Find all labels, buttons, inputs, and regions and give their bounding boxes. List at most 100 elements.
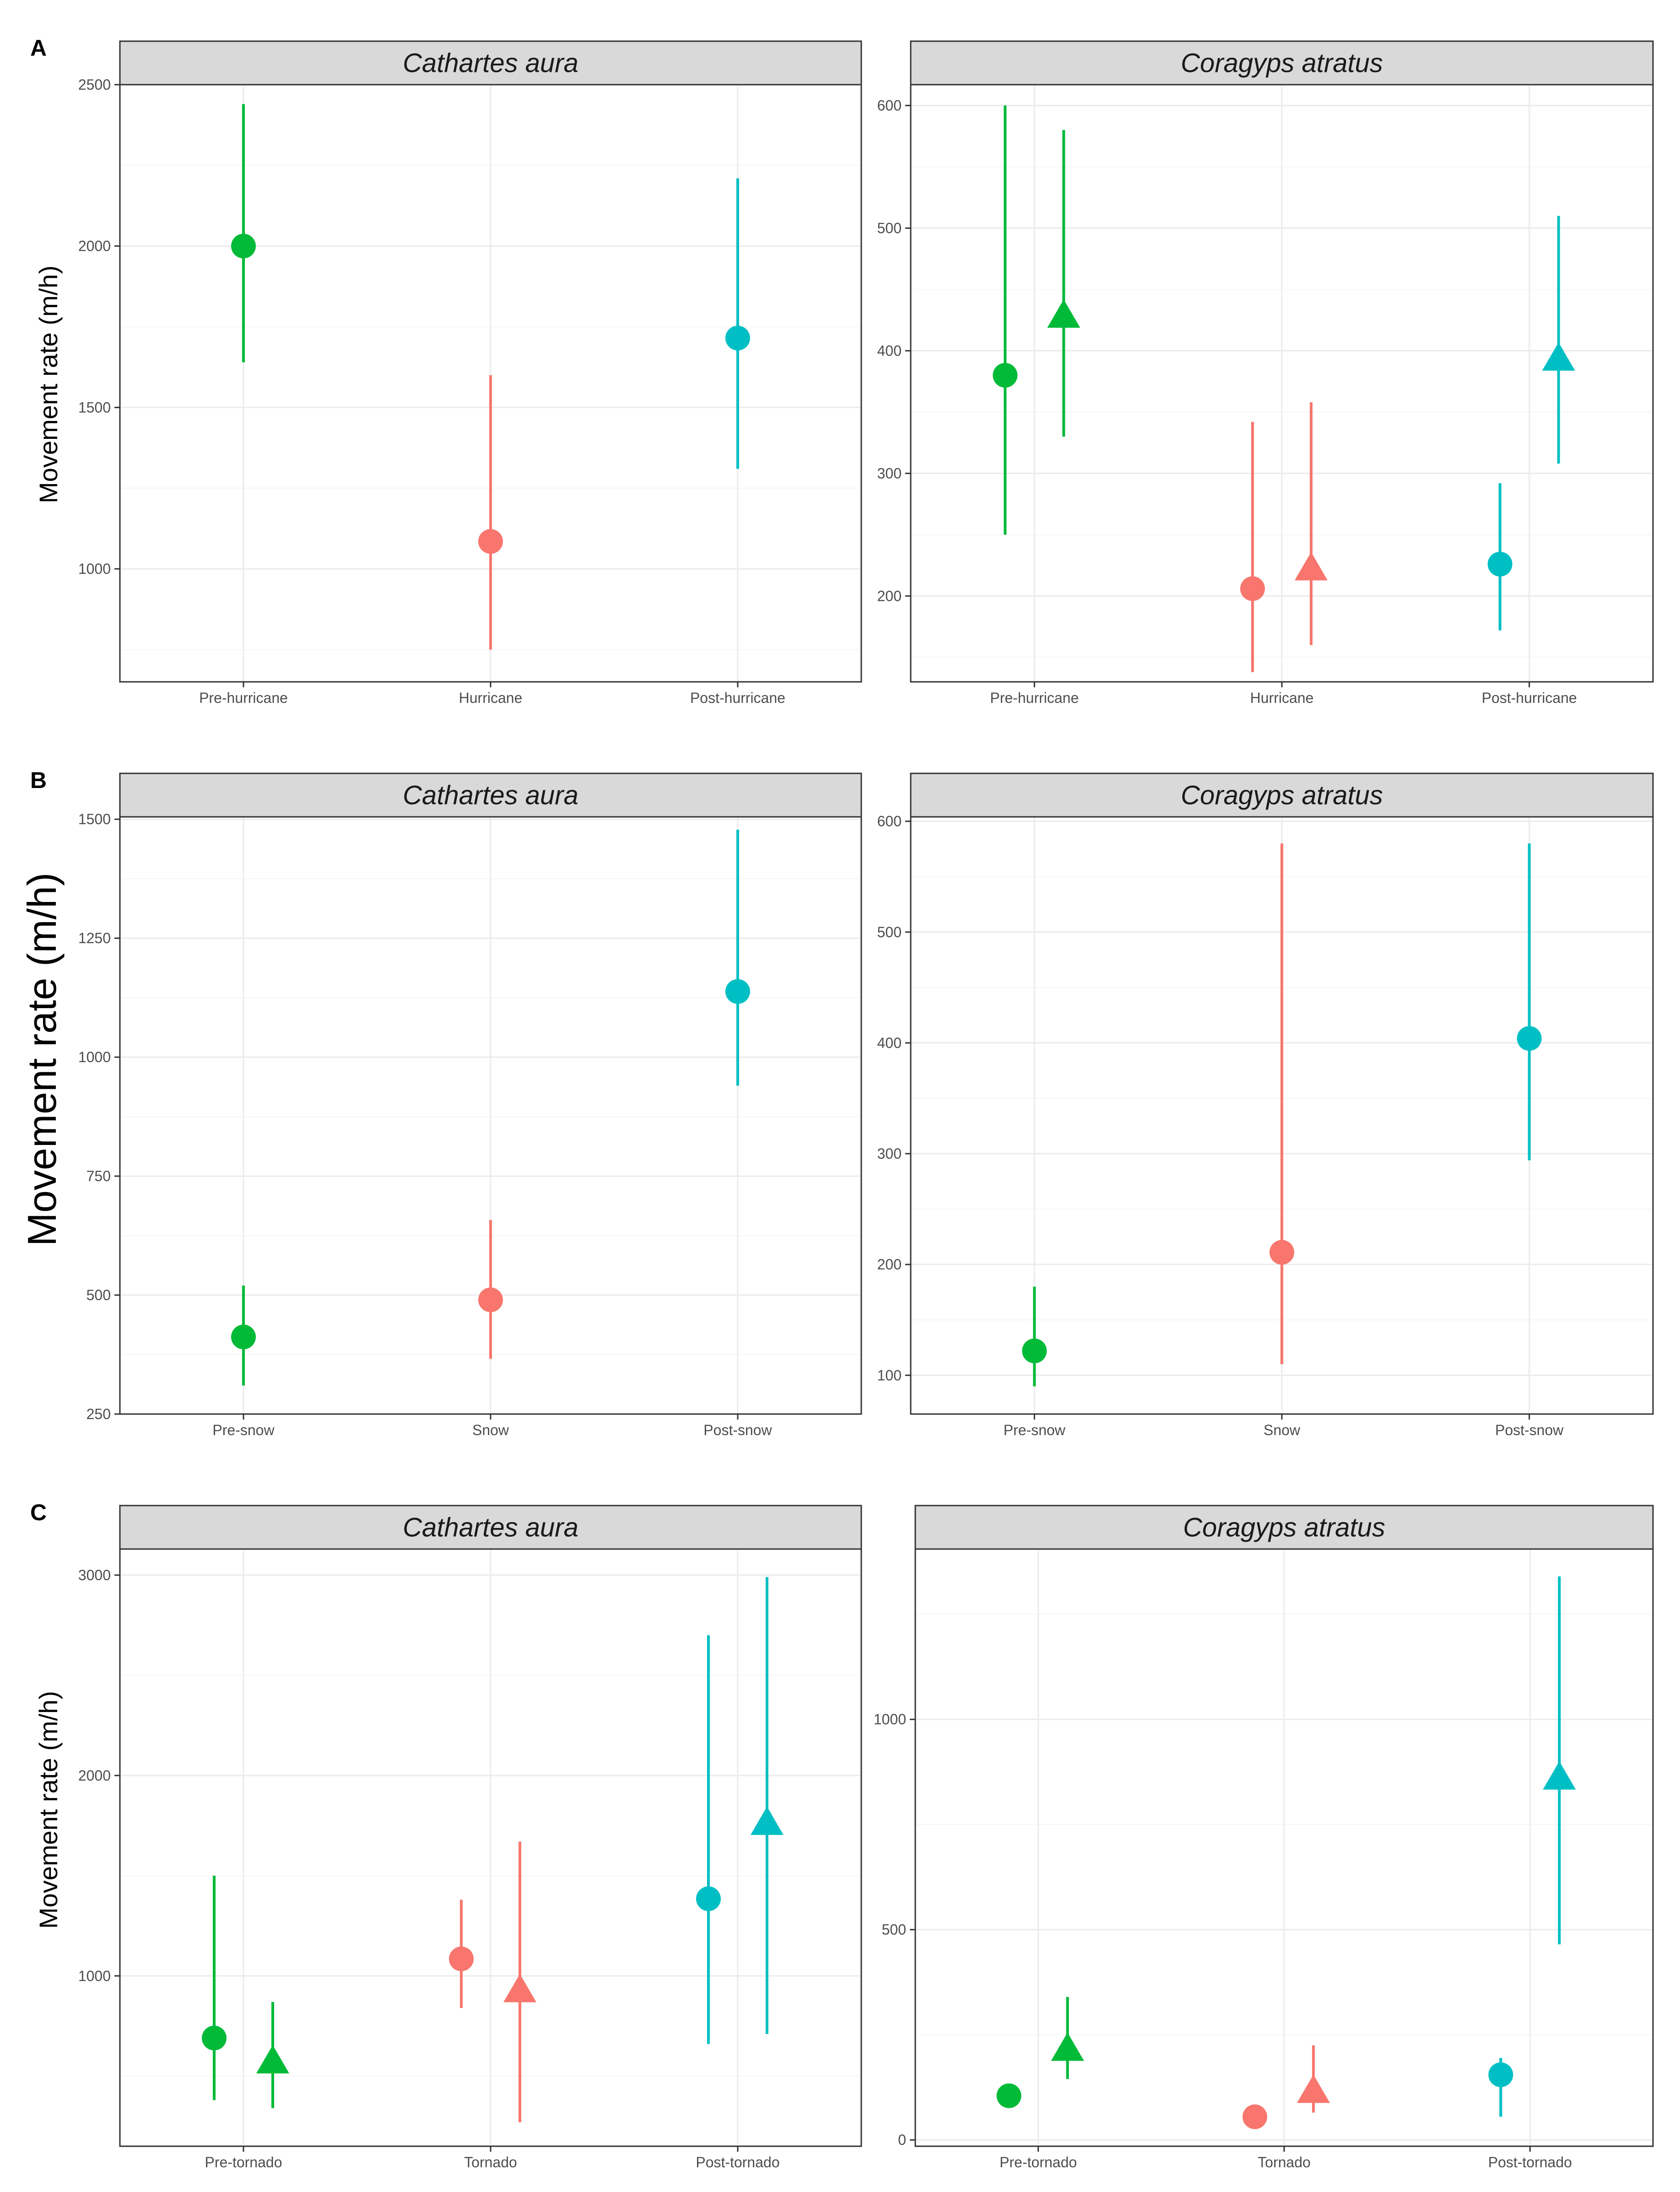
y-tick-label: 1500 <box>78 399 111 416</box>
x-tick-label: Pre-tornado <box>205 2154 282 2170</box>
facet-strip <box>119 1505 862 1550</box>
panel-4: Coragyps atratus 100 200 300 400 500 600 Pre-sn… <box>877 772 1654 1438</box>
x-tick-label: Tornado <box>1258 2154 1311 2170</box>
data-point-circle <box>1242 2104 1267 2129</box>
y-tick-label: 500 <box>877 220 902 237</box>
x-tick-label: Snow <box>1264 1422 1301 1438</box>
y-tick-label: 1250 <box>78 930 111 946</box>
data-point-triangle <box>1295 552 1328 581</box>
data-point-circle <box>696 1886 721 1911</box>
facet-title: Cathartes aura <box>403 781 578 810</box>
y-tick-label: 250 <box>86 1406 111 1422</box>
y-tick-label: 750 <box>86 1168 111 1184</box>
data-point-circle <box>996 2083 1021 2108</box>
x-tick-label: Post-hurricane <box>690 690 785 706</box>
x-tick-label: Snow <box>472 1422 509 1438</box>
facet-strip <box>119 772 862 818</box>
y-tick-label: 200 <box>877 1256 902 1273</box>
y-tick-label: 500 <box>877 924 902 940</box>
x-tick-label: Tornado <box>464 2154 517 2170</box>
facet-strip <box>914 1505 1654 1550</box>
x-tick-label: Hurricane <box>459 690 523 706</box>
data-point-triangle <box>503 1974 536 2003</box>
y-tick-label: 2500 <box>78 76 111 93</box>
data-point-circle <box>478 1287 503 1312</box>
y-tick-label: 1000 <box>78 561 111 577</box>
panel-border <box>910 84 1654 683</box>
y-tick-label: 2000 <box>78 238 111 254</box>
y-tick-label: 1000 <box>78 1049 111 1065</box>
data-point-circle <box>449 1946 474 1971</box>
y-tick-label: 400 <box>877 342 902 359</box>
y-tick-label: 600 <box>877 813 902 830</box>
x-tick-label: Pre-snow <box>1004 1422 1066 1438</box>
facet-title: Cathartes aura <box>403 1513 578 1543</box>
facet-title: Coragyps atratus <box>1181 781 1383 810</box>
facet-strip <box>910 772 1654 818</box>
data-point-circle <box>725 979 750 1004</box>
data-point-circle <box>202 2025 227 2051</box>
data-point-circle <box>478 529 503 554</box>
y-tick-label: 1000 <box>874 1711 906 1728</box>
y-axis-label-row-b: Movement rate (m/h) <box>19 873 65 1247</box>
panel-2: Coragyps atratus 200 300 400 500 600 Pre-hurri… <box>877 40 1654 706</box>
data-point-circle <box>1488 2062 1513 2087</box>
data-point-circle <box>231 1324 256 1350</box>
panel-1: Cathartes aura 1000 1500 2000 2500 Pre-hurric… <box>78 40 862 706</box>
y-tick-label: 600 <box>877 97 902 114</box>
y-tick-label: 200 <box>877 588 902 604</box>
panel-3: Cathartes aura 250 500 750 1000 1250 1500 Pre-s… <box>78 772 862 1438</box>
data-point-circle <box>725 325 750 351</box>
facet-title: Cathartes aura <box>403 49 578 78</box>
data-point-triangle <box>751 1806 783 1835</box>
y-axis-label-row-c: Movement rate (m/h) <box>34 1691 63 1929</box>
facet-strip <box>910 40 1654 86</box>
panel-6: Coragyps atratus 0 500 1000 Pre-tornado Torna… <box>874 1505 1654 2170</box>
facet-title: Coragyps atratus <box>1181 49 1383 78</box>
y-tick-label: 300 <box>877 1145 902 1162</box>
data-point-triangle <box>1047 299 1080 328</box>
x-tick-label: Post-snow <box>1495 1422 1564 1438</box>
data-point-circle <box>1269 1240 1294 1265</box>
x-tick-label: Pre-hurricane <box>199 690 288 706</box>
facet-strip <box>119 40 862 86</box>
y-tick-label: 0 <box>898 2132 906 2148</box>
y-tick-label: 400 <box>877 1035 902 1051</box>
row-label-b: B <box>30 767 47 793</box>
panel-border <box>914 1548 1654 2147</box>
x-tick-label: Post-snow <box>703 1422 772 1438</box>
data-point-circle <box>1022 1338 1047 1363</box>
data-point-triangle <box>256 2045 289 2073</box>
y-tick-label: 500 <box>882 1922 906 1938</box>
y-axis-label-row-a: Movement rate (m/h) <box>34 265 63 503</box>
data-point-triangle <box>1542 342 1575 371</box>
panel-border <box>119 84 862 683</box>
x-tick-label: Pre-hurricane <box>990 690 1079 706</box>
panel-border <box>119 1548 862 2147</box>
data-point-triangle <box>1297 2074 1330 2103</box>
data-point-circle <box>993 363 1018 388</box>
panels: Cathartes aura1000150020002500Pre-hurric… <box>78 40 1654 2170</box>
x-tick-label: Pre-tornado <box>999 2154 1077 2170</box>
x-tick-label: Pre-snow <box>212 1422 275 1438</box>
x-tick-label: Hurricane <box>1250 690 1314 706</box>
panel-5: Cathartes aura 1000 2000 3000 Pre-tornado Tor… <box>78 1505 862 2170</box>
data-point-circle <box>1240 576 1265 601</box>
y-tick-label: 2000 <box>78 1767 111 1784</box>
y-tick-label: 100 <box>877 1367 902 1383</box>
y-tick-label: 1000 <box>78 1968 111 1984</box>
row-label-a: A <box>30 35 47 61</box>
y-tick-label: 3000 <box>78 1567 111 1583</box>
data-point-triangle <box>1543 1761 1576 1790</box>
data-point-circle <box>231 233 256 259</box>
data-point-circle <box>1517 1026 1542 1051</box>
facet-title: Coragyps atratus <box>1183 1513 1385 1543</box>
y-tick-label: 1500 <box>78 811 111 827</box>
data-point-triangle <box>1051 2032 1084 2061</box>
panel-border <box>910 816 1654 1415</box>
x-tick-label: Post-hurricane <box>1482 690 1577 706</box>
row-label-c: C <box>30 1500 47 1525</box>
x-tick-label: Post-tornado <box>696 2154 779 2170</box>
panel-border <box>119 816 862 1415</box>
